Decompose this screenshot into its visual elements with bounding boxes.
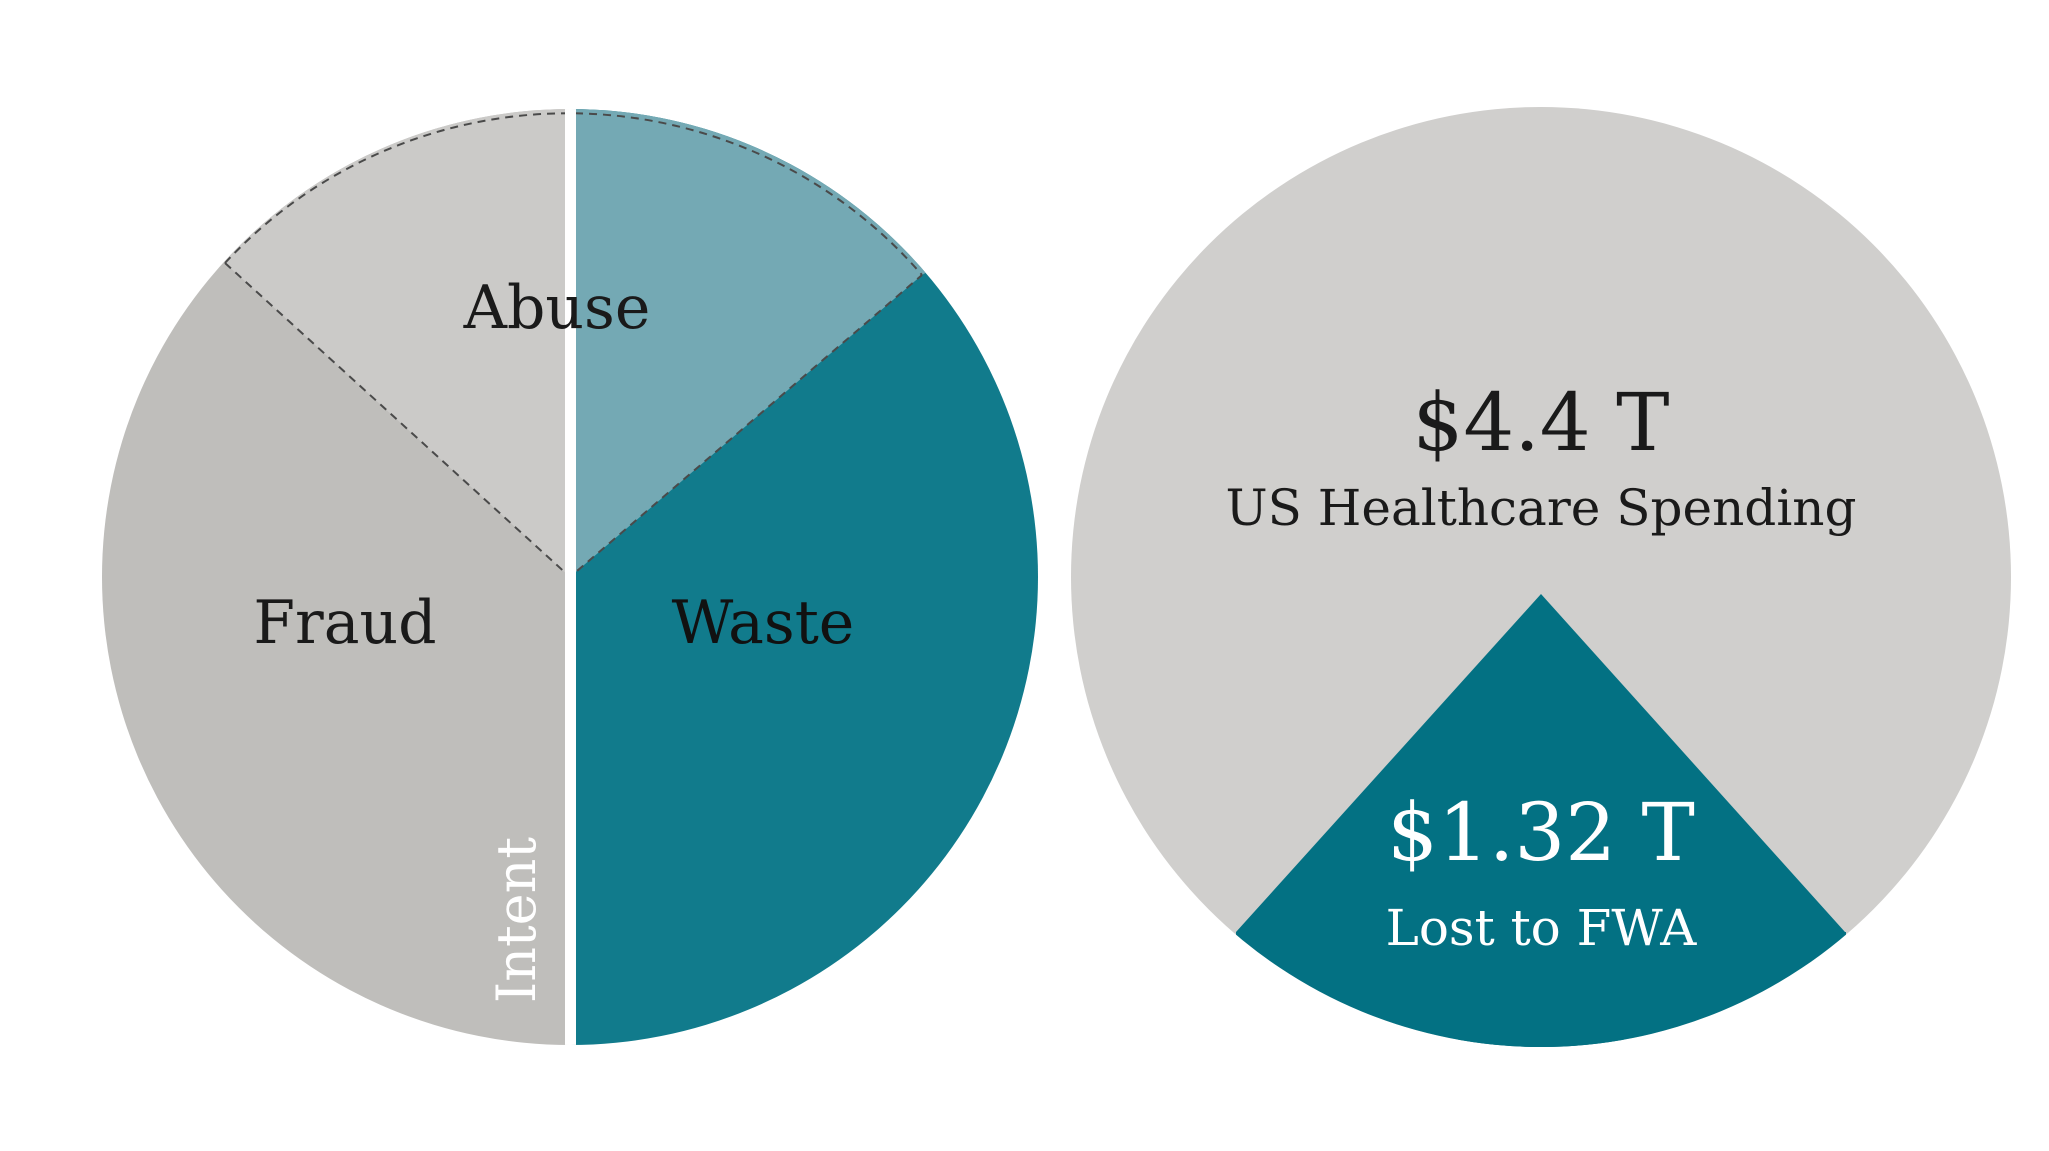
abuse-label: Abuse <box>463 273 651 343</box>
fraud-label: Fraud <box>253 588 436 658</box>
intent-divider <box>565 109 576 1045</box>
abuse-outer-arc <box>224 112 923 276</box>
us-healthcare-spending-circle <box>1071 107 2011 1047</box>
total-spending-label: US Healthcare Spending <box>1225 479 1856 537</box>
lost-fwa-label: Lost to FWA <box>1386 899 1698 957</box>
fwa-categories-diagram <box>102 109 1038 1045</box>
waste-label: Waste <box>672 588 855 658</box>
lost-fwa-value: $1.32 T <box>1387 786 1695 879</box>
total-spending-value: $4.4 T <box>1413 376 1670 469</box>
intent-label: Intent <box>485 837 548 1004</box>
